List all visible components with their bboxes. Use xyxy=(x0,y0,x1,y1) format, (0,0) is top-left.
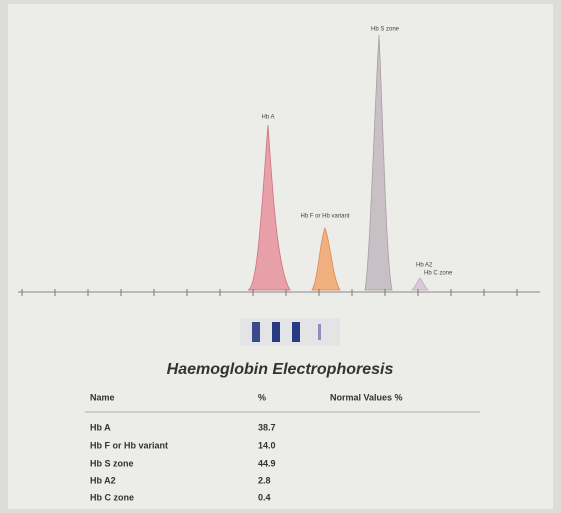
table-header: Normal Values % xyxy=(330,392,403,402)
table-cell: Hb A2 xyxy=(90,475,116,485)
table-cell: Hb C zone xyxy=(90,492,134,502)
report-title: Haemoglobin Electrophoresis xyxy=(167,361,394,378)
peak-label: Hb S zone xyxy=(371,27,400,33)
table-cell: 38.7 xyxy=(258,422,276,432)
peak-label: Hb A xyxy=(261,115,274,121)
peak-label: Hb C zone xyxy=(424,271,453,277)
peak-label: Hb F or Hb variant xyxy=(300,214,349,220)
table-cell: 44.9 xyxy=(258,458,276,468)
table-header: Name xyxy=(90,392,115,402)
table-cell: 0.4 xyxy=(258,492,271,502)
gel-strip xyxy=(240,318,340,346)
table-cell: Hb F or Hb variant xyxy=(90,440,168,450)
report-page: Hb A Hb F or Hb variant Hb S zone Hb A2 … xyxy=(0,0,561,513)
table-header: % xyxy=(258,392,266,402)
table-cell: 2.8 xyxy=(258,475,271,485)
table-cell: Hb A xyxy=(90,422,111,432)
table-cell: Hb S zone xyxy=(90,458,134,468)
peak-label: Hb A2 xyxy=(416,263,433,269)
table-cell: 14.0 xyxy=(258,440,276,450)
